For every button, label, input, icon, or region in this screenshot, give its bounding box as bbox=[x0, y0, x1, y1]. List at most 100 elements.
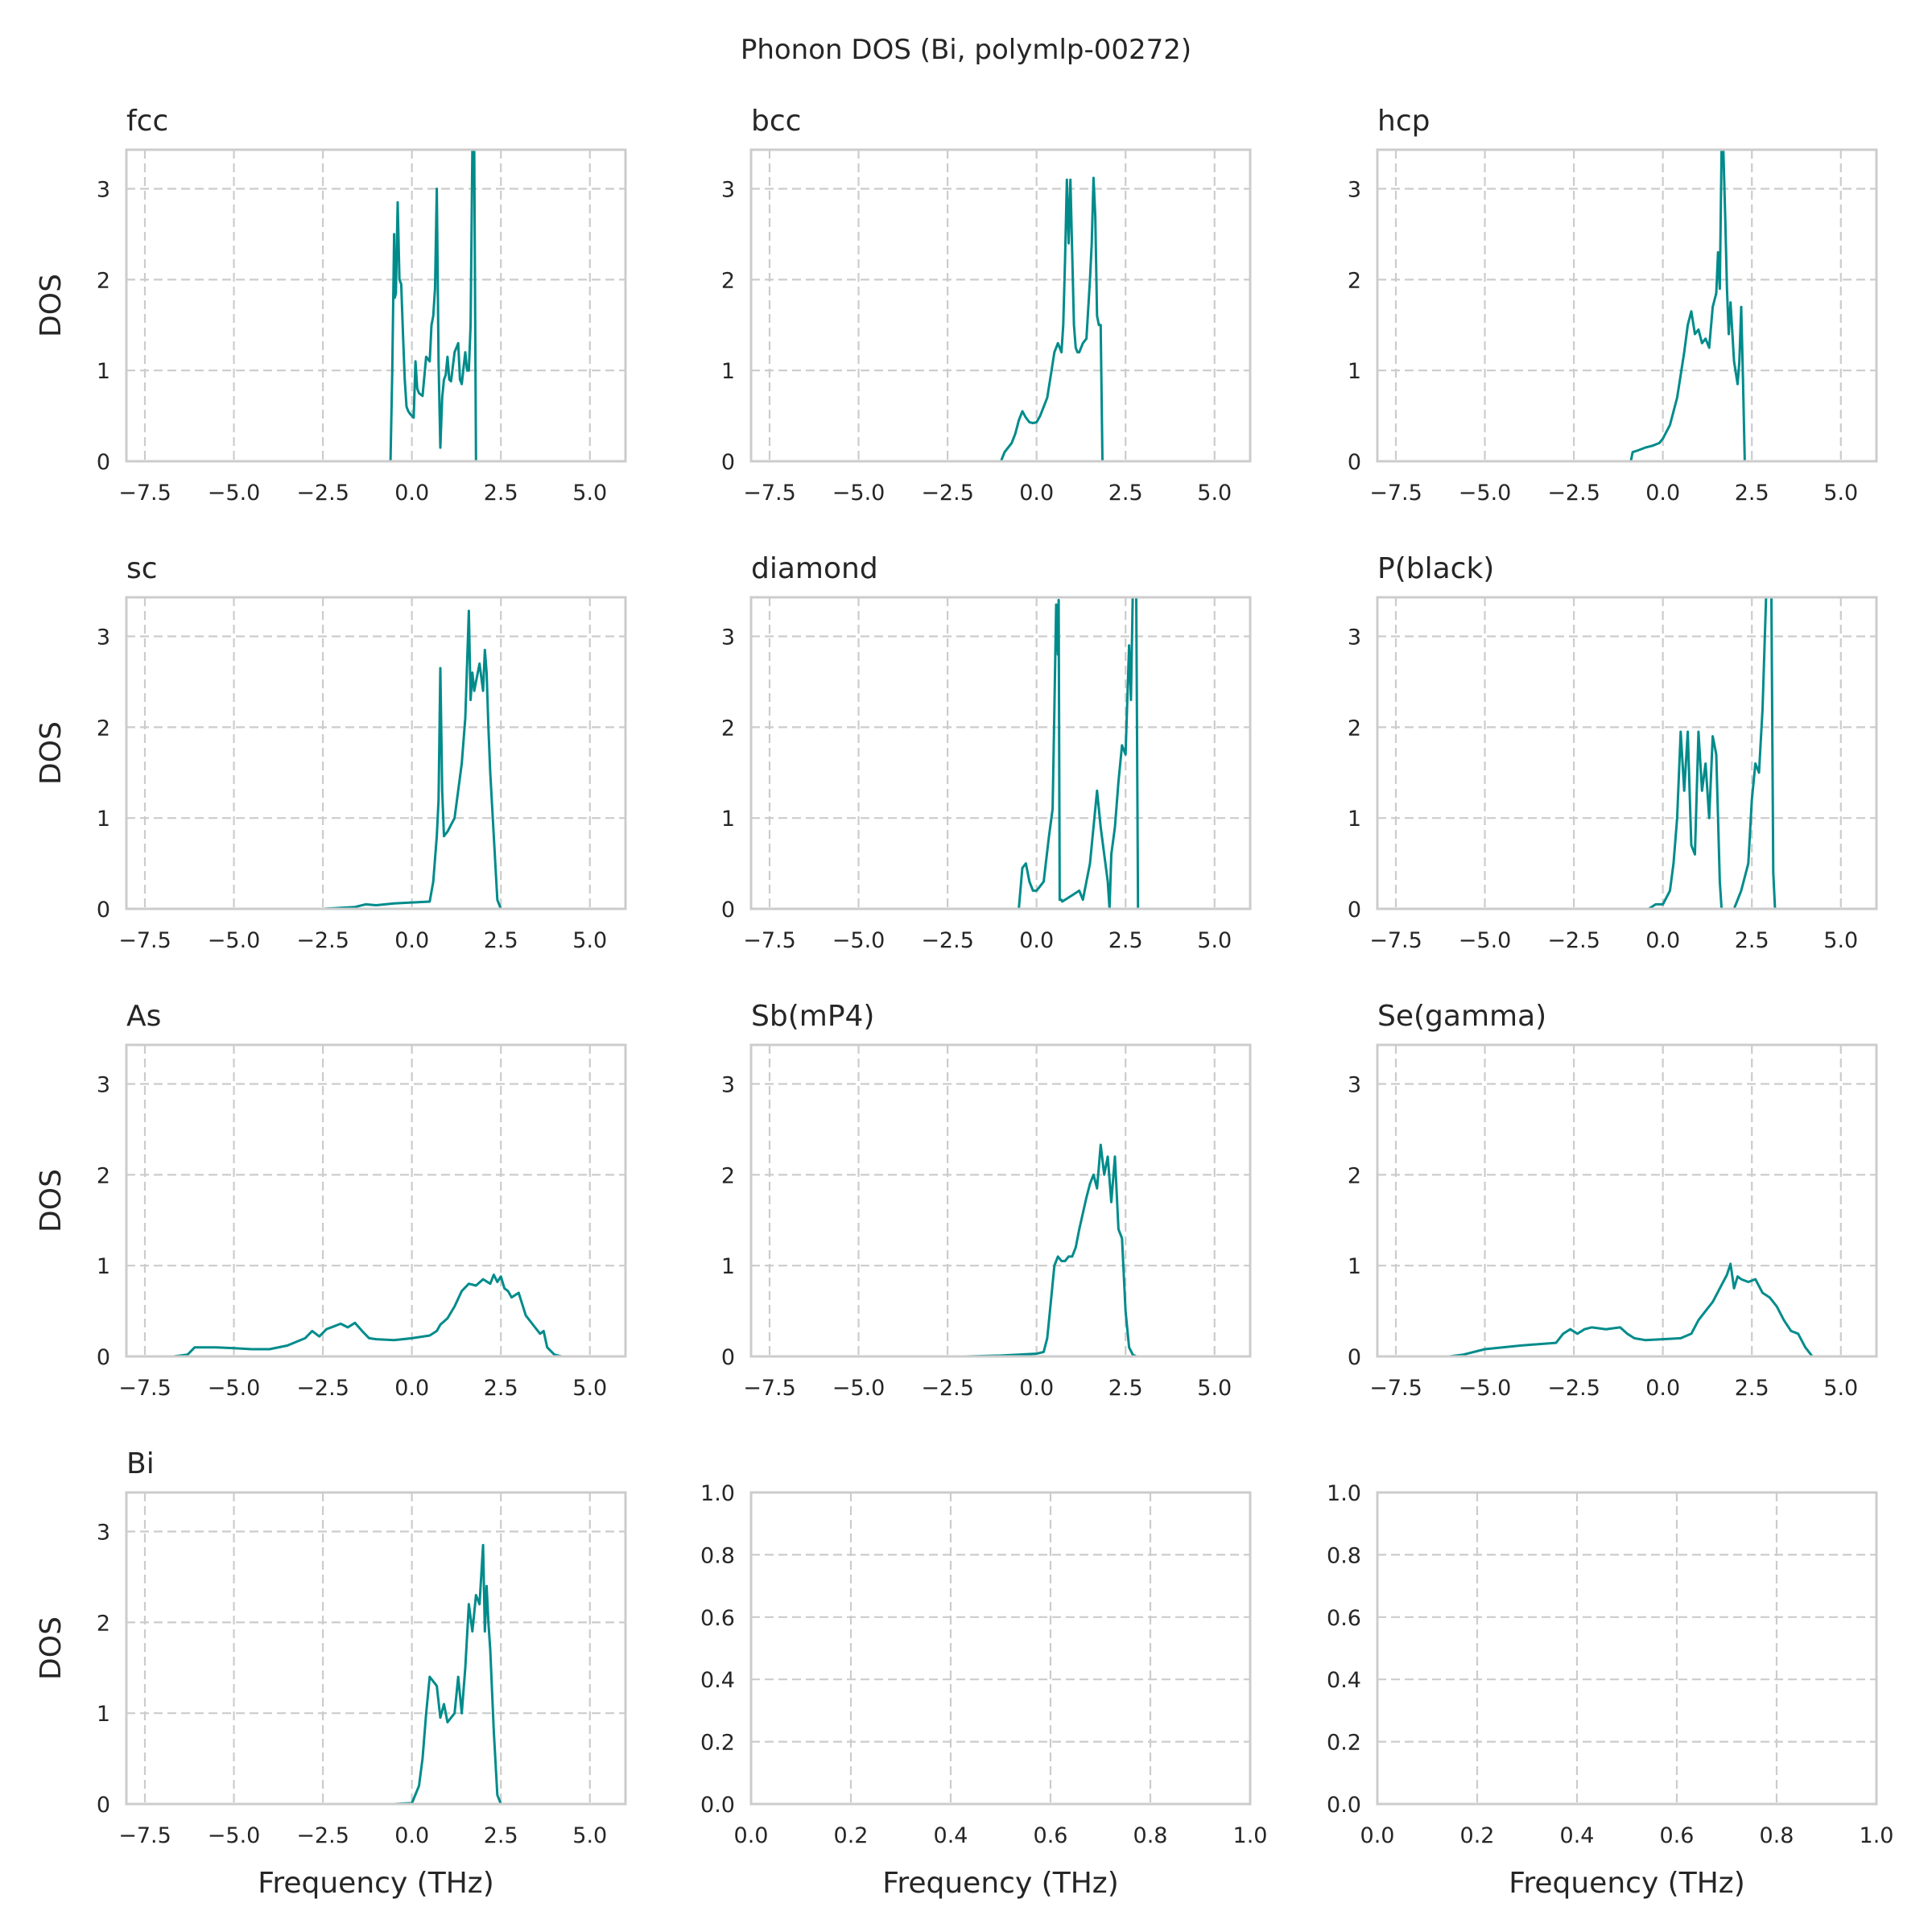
subplot-se-gamma: −7.5 −5.0 −2.5 0.0 2.5 5.0 0 1 2 3 Se(gamma) bbox=[1348, 1000, 1878, 1401]
x-tick-label: 5.0 bbox=[1823, 1376, 1858, 1401]
x-tick-label: 0.2 bbox=[1460, 1823, 1495, 1848]
x-tick-label: 1.0 bbox=[1860, 1823, 1894, 1848]
x-tick-label: −7.5 bbox=[1369, 481, 1422, 506]
x-tick-label: −5.0 bbox=[208, 481, 261, 506]
x-tick-label: −7.5 bbox=[1369, 928, 1422, 953]
subplot-title: bcc bbox=[751, 105, 801, 138]
x-tick-label: −7.5 bbox=[1369, 1376, 1422, 1401]
x-tick-label: 5.0 bbox=[572, 1823, 607, 1848]
axes-frame bbox=[125, 148, 627, 463]
x-tick-label: −2.5 bbox=[296, 481, 349, 506]
x-tick-label: 0.0 bbox=[394, 1823, 429, 1848]
y-tick-label: 1.0 bbox=[700, 1481, 735, 1506]
x-tick-label: 0.0 bbox=[1645, 1376, 1680, 1401]
y-tick-label: 2 bbox=[97, 716, 110, 741]
axes-frame bbox=[125, 1043, 627, 1358]
y-tick-label: 0 bbox=[97, 1345, 110, 1370]
y-tick-label: 0.4 bbox=[700, 1668, 735, 1693]
x-tick-label: 2.5 bbox=[484, 1823, 518, 1848]
subplot-title: fcc bbox=[126, 105, 168, 138]
x-tick-label: −7.5 bbox=[743, 1376, 796, 1401]
x-tick-label: −2.5 bbox=[1547, 1376, 1600, 1401]
x-axis-label: Frequency (THz) bbox=[258, 1867, 493, 1900]
axes-frame bbox=[1376, 1491, 1878, 1806]
x-axis-label: Frequency (THz) bbox=[882, 1867, 1118, 1900]
y-tick-label: 1 bbox=[721, 359, 735, 384]
subplot-diamond: −7.5 −5.0 −2.5 0.0 2.5 5.0 0 1 2 3 diamond bbox=[721, 552, 1252, 953]
y-tick-label: 1 bbox=[721, 1254, 735, 1279]
x-tick-label: −2.5 bbox=[921, 481, 974, 506]
axes-frame bbox=[1376, 1043, 1878, 1358]
x-tick-label: −2.5 bbox=[921, 928, 974, 953]
x-tick-label: 5.0 bbox=[1197, 1376, 1232, 1401]
y-tick-label: 0.0 bbox=[1327, 1793, 1361, 1818]
y-tick-label: 0 bbox=[1348, 450, 1361, 475]
x-tick-label: 0.0 bbox=[394, 481, 429, 506]
x-tick-label: 2.5 bbox=[484, 1376, 518, 1401]
y-tick-label: 0.4 bbox=[1327, 1668, 1361, 1693]
y-tick-label: 0 bbox=[721, 450, 735, 475]
x-tick-label: −5.0 bbox=[208, 1823, 261, 1848]
axes-frame bbox=[749, 1491, 1252, 1806]
y-tick-label: 3 bbox=[1348, 178, 1361, 203]
x-tick-label: −7.5 bbox=[743, 928, 796, 953]
x-tick-label: 0.8 bbox=[1760, 1823, 1794, 1848]
x-tick-label: 1.0 bbox=[1233, 1823, 1268, 1848]
x-tick-label: 0.0 bbox=[1019, 1376, 1054, 1401]
y-tick-label: 1.0 bbox=[1327, 1481, 1361, 1506]
y-axis-label: DOS bbox=[35, 274, 68, 337]
x-tick-label: −5.0 bbox=[208, 1376, 261, 1401]
subplot-title: hcp bbox=[1377, 105, 1430, 138]
y-tick-label: 2 bbox=[721, 716, 735, 741]
axes-frame bbox=[125, 1491, 627, 1806]
y-tick-label: 3 bbox=[721, 1073, 735, 1098]
y-tick-label: 3 bbox=[721, 625, 735, 650]
x-tick-label: 0.6 bbox=[1660, 1823, 1695, 1848]
subplot-bcc: −7.5 −5.0 −2.5 0.0 2.5 5.0 0 1 2 3 bcc bbox=[721, 105, 1252, 506]
y-tick-label: 3 bbox=[97, 1073, 110, 1098]
y-tick-label: 0.8 bbox=[1327, 1543, 1361, 1568]
x-tick-label: 2.5 bbox=[1108, 481, 1143, 506]
subplot-empty-11: 0.0 0.2 0.4 0.6 0.8 1.0 0.0 0.2 0.4 0.6 0.8 1.0 Freq… bbox=[1327, 1481, 1893, 1900]
y-tick-label: 2 bbox=[97, 1163, 110, 1188]
subplot-title: diamond bbox=[751, 552, 878, 585]
x-tick-label: 0.2 bbox=[834, 1823, 869, 1848]
subplot-bi: −7.5 −5.0 −2.5 0.0 2.5 5.0 0 1 2 3 Bi DOS Frequency … bbox=[35, 1447, 627, 1900]
y-tick-label: 1 bbox=[1348, 807, 1361, 832]
subplot-title: As bbox=[126, 1000, 161, 1033]
x-tick-label: −5.0 bbox=[832, 1376, 886, 1401]
x-tick-label: −7.5 bbox=[118, 1376, 171, 1401]
x-tick-label: −2.5 bbox=[296, 928, 349, 953]
x-tick-label: −7.5 bbox=[118, 1823, 171, 1848]
y-axis-label: DOS bbox=[35, 1616, 68, 1680]
dos-curve bbox=[1627, 596, 1788, 910]
y-tick-label: 2 bbox=[721, 1163, 735, 1188]
y-tick-label: 1 bbox=[1348, 1254, 1361, 1279]
x-tick-label: 2.5 bbox=[1108, 928, 1143, 953]
x-tick-label: −5.0 bbox=[1459, 1376, 1512, 1401]
y-tick-label: 0.6 bbox=[1327, 1606, 1361, 1631]
y-tick-label: 2 bbox=[97, 1611, 110, 1636]
y-tick-label: 0.8 bbox=[700, 1543, 735, 1568]
subplot-sc: −7.5 −5.0 −2.5 0.0 2.5 5.0 0 1 2 3 sc DOS bbox=[35, 552, 627, 953]
y-tick-label: 0.2 bbox=[1327, 1731, 1361, 1756]
y-tick-label: 3 bbox=[97, 178, 110, 203]
x-tick-label: −5.0 bbox=[1459, 481, 1512, 506]
y-tick-label: 0.2 bbox=[700, 1731, 735, 1756]
y-tick-label: 1 bbox=[721, 807, 735, 832]
x-axis-label: Frequency (THz) bbox=[1509, 1867, 1744, 1900]
y-tick-label: 0.6 bbox=[700, 1606, 735, 1631]
y-tick-label: 0 bbox=[721, 898, 735, 923]
x-tick-label: −2.5 bbox=[1547, 481, 1600, 506]
x-tick-label: −2.5 bbox=[1547, 928, 1600, 953]
x-tick-label: 2.5 bbox=[1108, 1376, 1143, 1401]
y-tick-label: 3 bbox=[97, 1521, 110, 1546]
y-tick-label: 0 bbox=[721, 1345, 735, 1370]
x-tick-label: 2.5 bbox=[1735, 928, 1769, 953]
y-tick-label: 0 bbox=[1348, 898, 1361, 923]
subplot-fcc: −7.5 −5.0 −2.5 0.0 2.5 5.0 0 1 2 3 fcc DOS bbox=[35, 105, 627, 506]
y-tick-label: 0 bbox=[97, 1793, 110, 1818]
x-tick-label: 0.0 bbox=[734, 1823, 769, 1848]
axes-frame bbox=[1376, 148, 1878, 463]
